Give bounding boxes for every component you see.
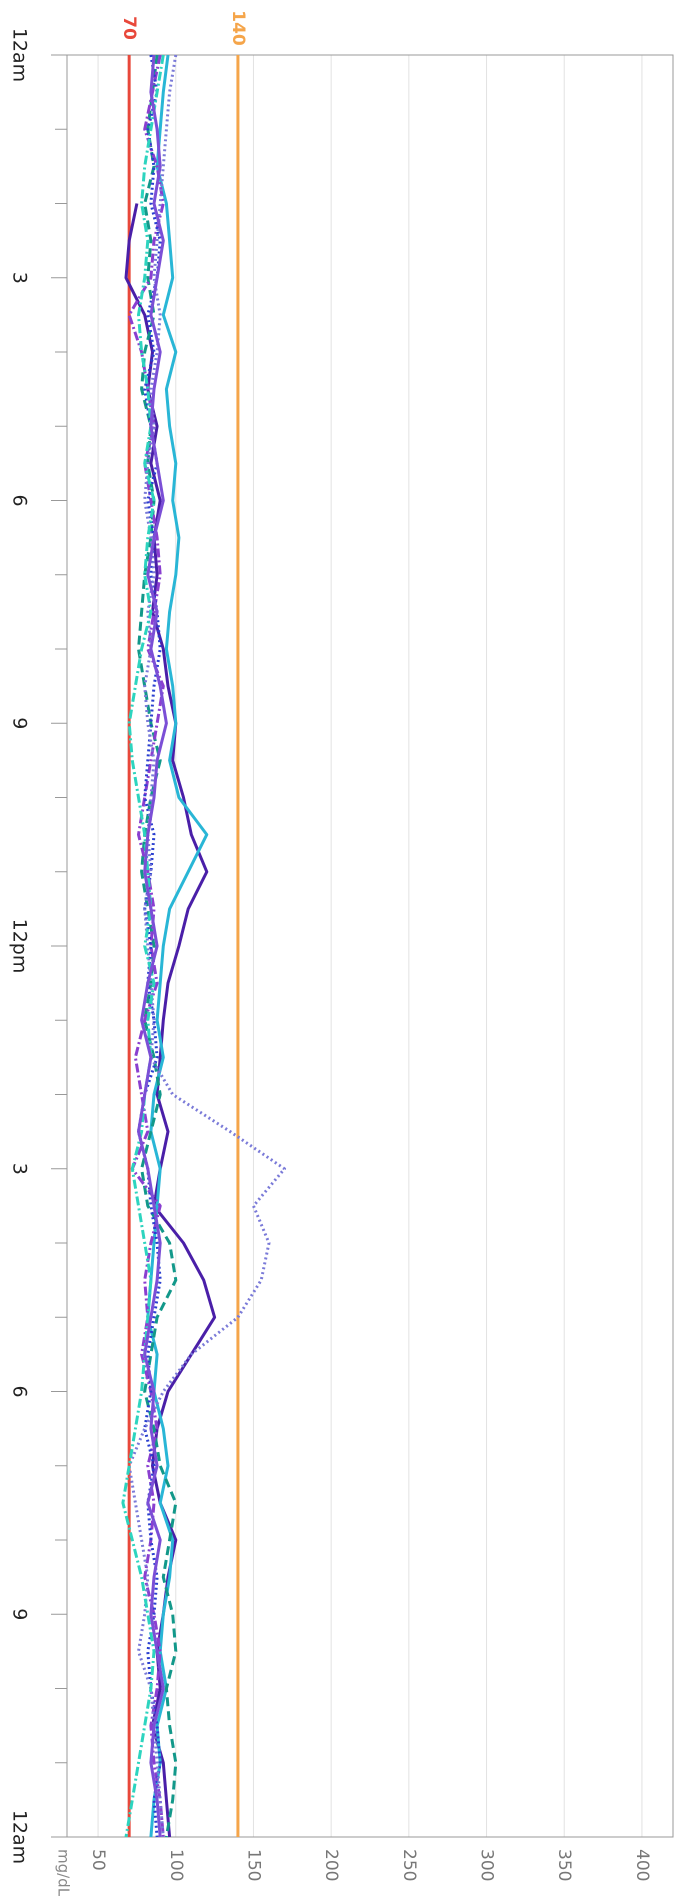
x-tick-label: 9 xyxy=(9,717,31,729)
x-tick-label: 12am xyxy=(9,1810,31,1864)
glucose-line xyxy=(146,54,209,1838)
y-axis-label: mg/dL xyxy=(55,1849,73,1897)
y-tick-label: 100 xyxy=(166,1849,186,1881)
x-tick-label: 3 xyxy=(9,272,31,284)
y-tick-label: 200 xyxy=(321,1849,341,1881)
y-tick-label: 250 xyxy=(399,1849,419,1881)
glucose-line xyxy=(137,54,162,1838)
x-tick-label: 6 xyxy=(9,1385,31,1397)
y-tick-label: 50 xyxy=(88,1849,108,1871)
glucose-line xyxy=(137,54,168,1838)
glucose-line xyxy=(137,54,178,1838)
threshold-label: 140 xyxy=(228,10,248,46)
x-tick-label: 9 xyxy=(9,1608,31,1620)
x-tick-label: 12am xyxy=(9,28,31,82)
y-tick-label: 350 xyxy=(554,1849,574,1881)
x-tick-label: 3 xyxy=(9,1163,31,1175)
y-tick-label: 300 xyxy=(477,1849,497,1881)
y-tick-label: 150 xyxy=(243,1849,263,1881)
rotated-plot: 50 100 150 200 250 300 350 400 mg/dL 12am 3 6 9 12pm 3… xyxy=(9,10,674,1897)
glucose-line xyxy=(124,203,217,1838)
x-tick-label: 6 xyxy=(9,494,31,506)
x-tick-label: 12pm xyxy=(9,919,31,974)
glucose-line xyxy=(127,54,286,1838)
y-tick-label: 400 xyxy=(632,1849,652,1881)
glucose-line xyxy=(121,54,165,1838)
threshold-label: 70 xyxy=(119,16,139,40)
